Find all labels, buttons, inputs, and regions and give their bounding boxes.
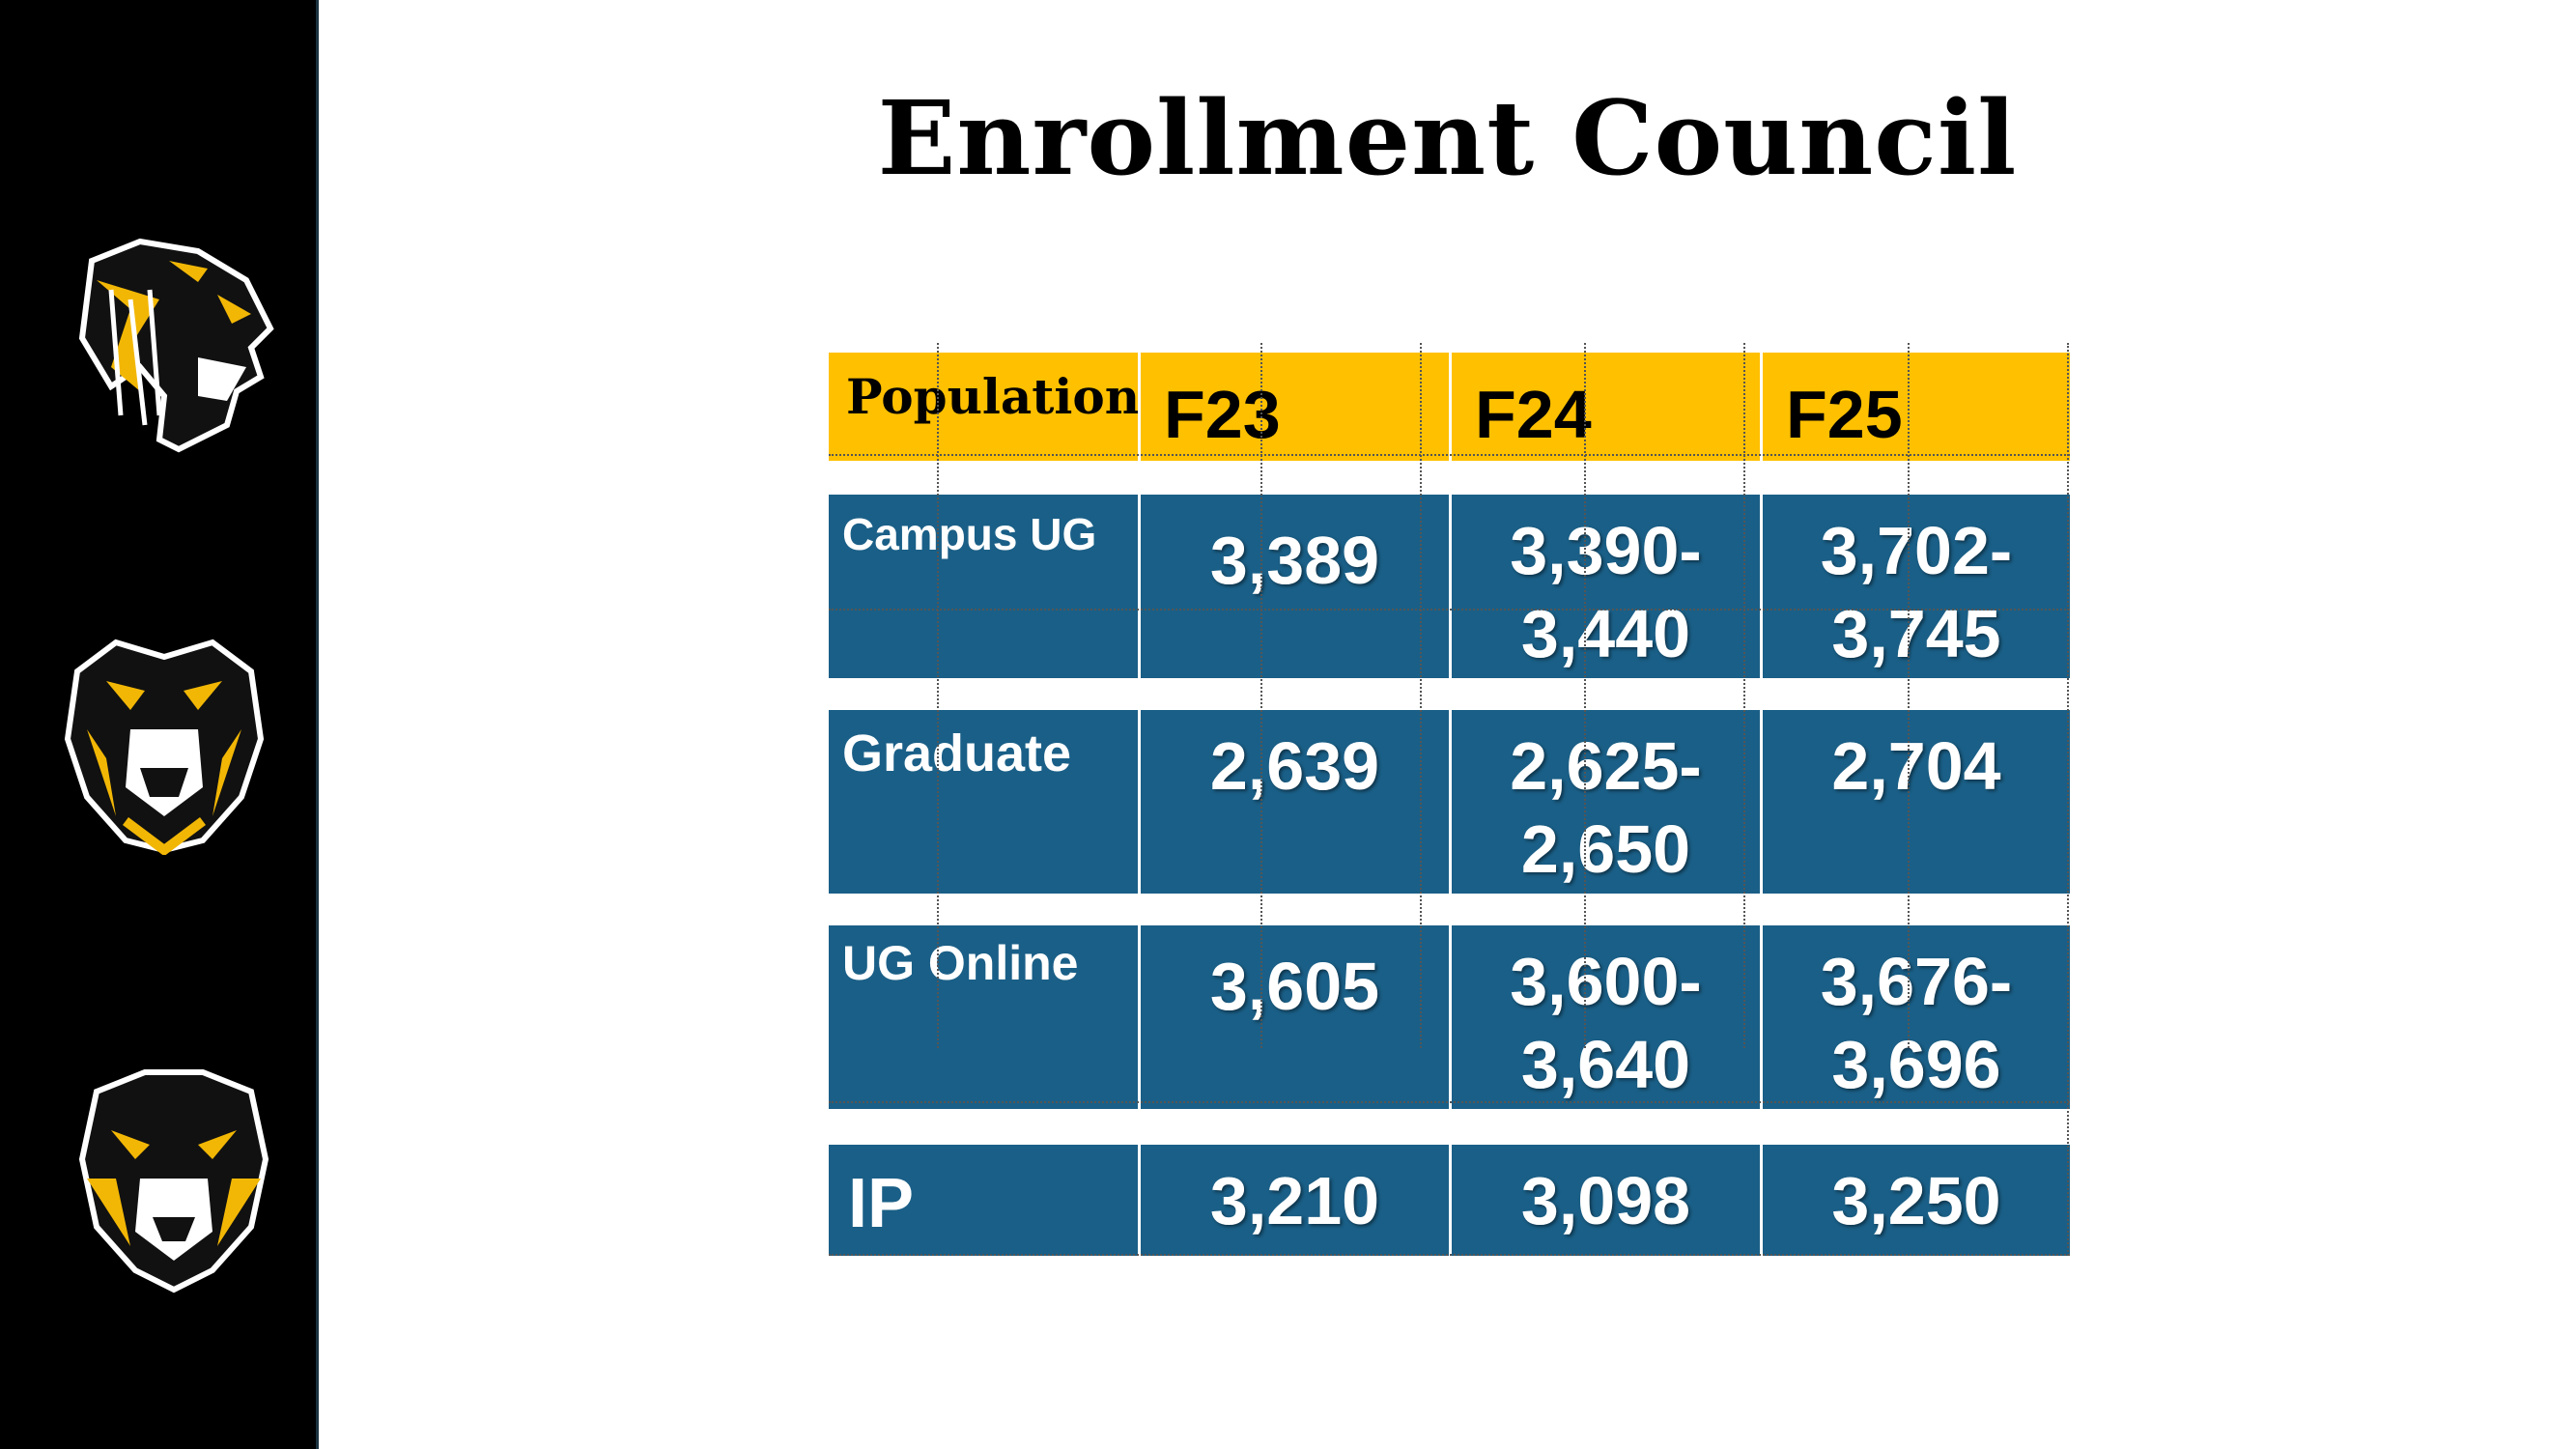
page-title: Enrollment Council	[877, 77, 2018, 198]
table-row-graduate: Graduate 2,639 2,625- 2,650 2,704	[829, 710, 2070, 894]
value: 3,098	[1520, 1163, 1691, 1238]
row-label: Graduate	[842, 724, 1072, 782]
value-cell: 3,600- 3,640	[1449, 925, 1760, 1109]
value: 3,250	[1831, 1163, 2001, 1238]
guide-line	[1260, 343, 1262, 1048]
value-cell: 3,210	[1138, 1145, 1449, 1256]
header-cell-population: Population	[829, 353, 1141, 461]
value-cell: 2,625- 2,650	[1449, 710, 1760, 894]
value: 3,676- 3,696	[1820, 944, 2013, 1102]
row-label: Campus UG	[842, 509, 1097, 559]
row-label: IP	[848, 1165, 915, 1242]
value-cell: 3,676- 3,696	[1760, 925, 2070, 1109]
value: 3,389	[1209, 523, 1380, 598]
row-label: UG Online	[842, 936, 1079, 990]
value: 2,704	[1831, 728, 2001, 804]
guide-line	[1584, 343, 1586, 1048]
value-cell: 2,704	[1760, 710, 2070, 894]
value: 3,600- 3,640	[1510, 944, 1702, 1102]
value: 3,390- 3,440	[1510, 513, 1702, 671]
header-cell-f24: F24	[1449, 353, 1760, 461]
table-row-campus-ug: Campus UG 3,389 3,390- 3,440 3,702- 3,745	[829, 495, 2070, 678]
row-label-cell: Graduate	[829, 710, 1138, 894]
guide-line	[1743, 343, 1745, 1048]
year-header: F25	[1786, 377, 1903, 452]
table-row-ip: IP 3,210 3,098 3,250	[829, 1145, 2070, 1256]
value-cell: 3,390- 3,440	[1449, 495, 1760, 678]
population-header: Population	[846, 368, 1141, 425]
guide-line	[829, 1101, 2070, 1103]
row-label-cell: UG Online	[829, 925, 1138, 1109]
guide-line	[2067, 343, 2069, 1256]
row-label-cell: Campus UG	[829, 495, 1138, 678]
tiger-profile-logo	[53, 222, 285, 454]
table-row-ug-online: UG Online 3,605 3,600- 3,640 3,676- 3,696	[829, 925, 2070, 1109]
guide-line	[937, 343, 939, 1048]
value: 2,639	[1209, 728, 1380, 804]
row-label-cell: IP	[829, 1145, 1138, 1256]
guide-line	[829, 609, 2070, 611]
tiger-front-logo	[48, 623, 280, 855]
value-cell: 3,605	[1138, 925, 1449, 1109]
value-cell: 3,702- 3,745	[1760, 495, 2070, 678]
value-cell: 3,389	[1138, 495, 1449, 678]
table-header-row: Population F23 F24 F25	[829, 353, 2070, 461]
value-cell: 2,639	[1138, 710, 1449, 894]
value: 3,210	[1209, 1163, 1380, 1238]
value: 3,702- 3,745	[1820, 513, 2013, 671]
tiger-shield-logo	[58, 1063, 290, 1294]
guide-line	[1420, 343, 1422, 1048]
value-cell: 3,250	[1760, 1145, 2070, 1256]
guide-line	[1908, 343, 1910, 1048]
header-cell-f25: F25	[1760, 353, 2070, 461]
guide-line	[829, 454, 2070, 456]
guide-line	[829, 1254, 2070, 1256]
sidebar	[0, 0, 319, 1449]
year-header: F23	[1164, 377, 1281, 452]
value: 2,625- 2,650	[1510, 728, 1702, 887]
value: 3,605	[1209, 949, 1380, 1024]
value-cell: 3,098	[1449, 1145, 1760, 1256]
header-cell-f23: F23	[1138, 353, 1449, 461]
year-header: F24	[1475, 377, 1592, 452]
